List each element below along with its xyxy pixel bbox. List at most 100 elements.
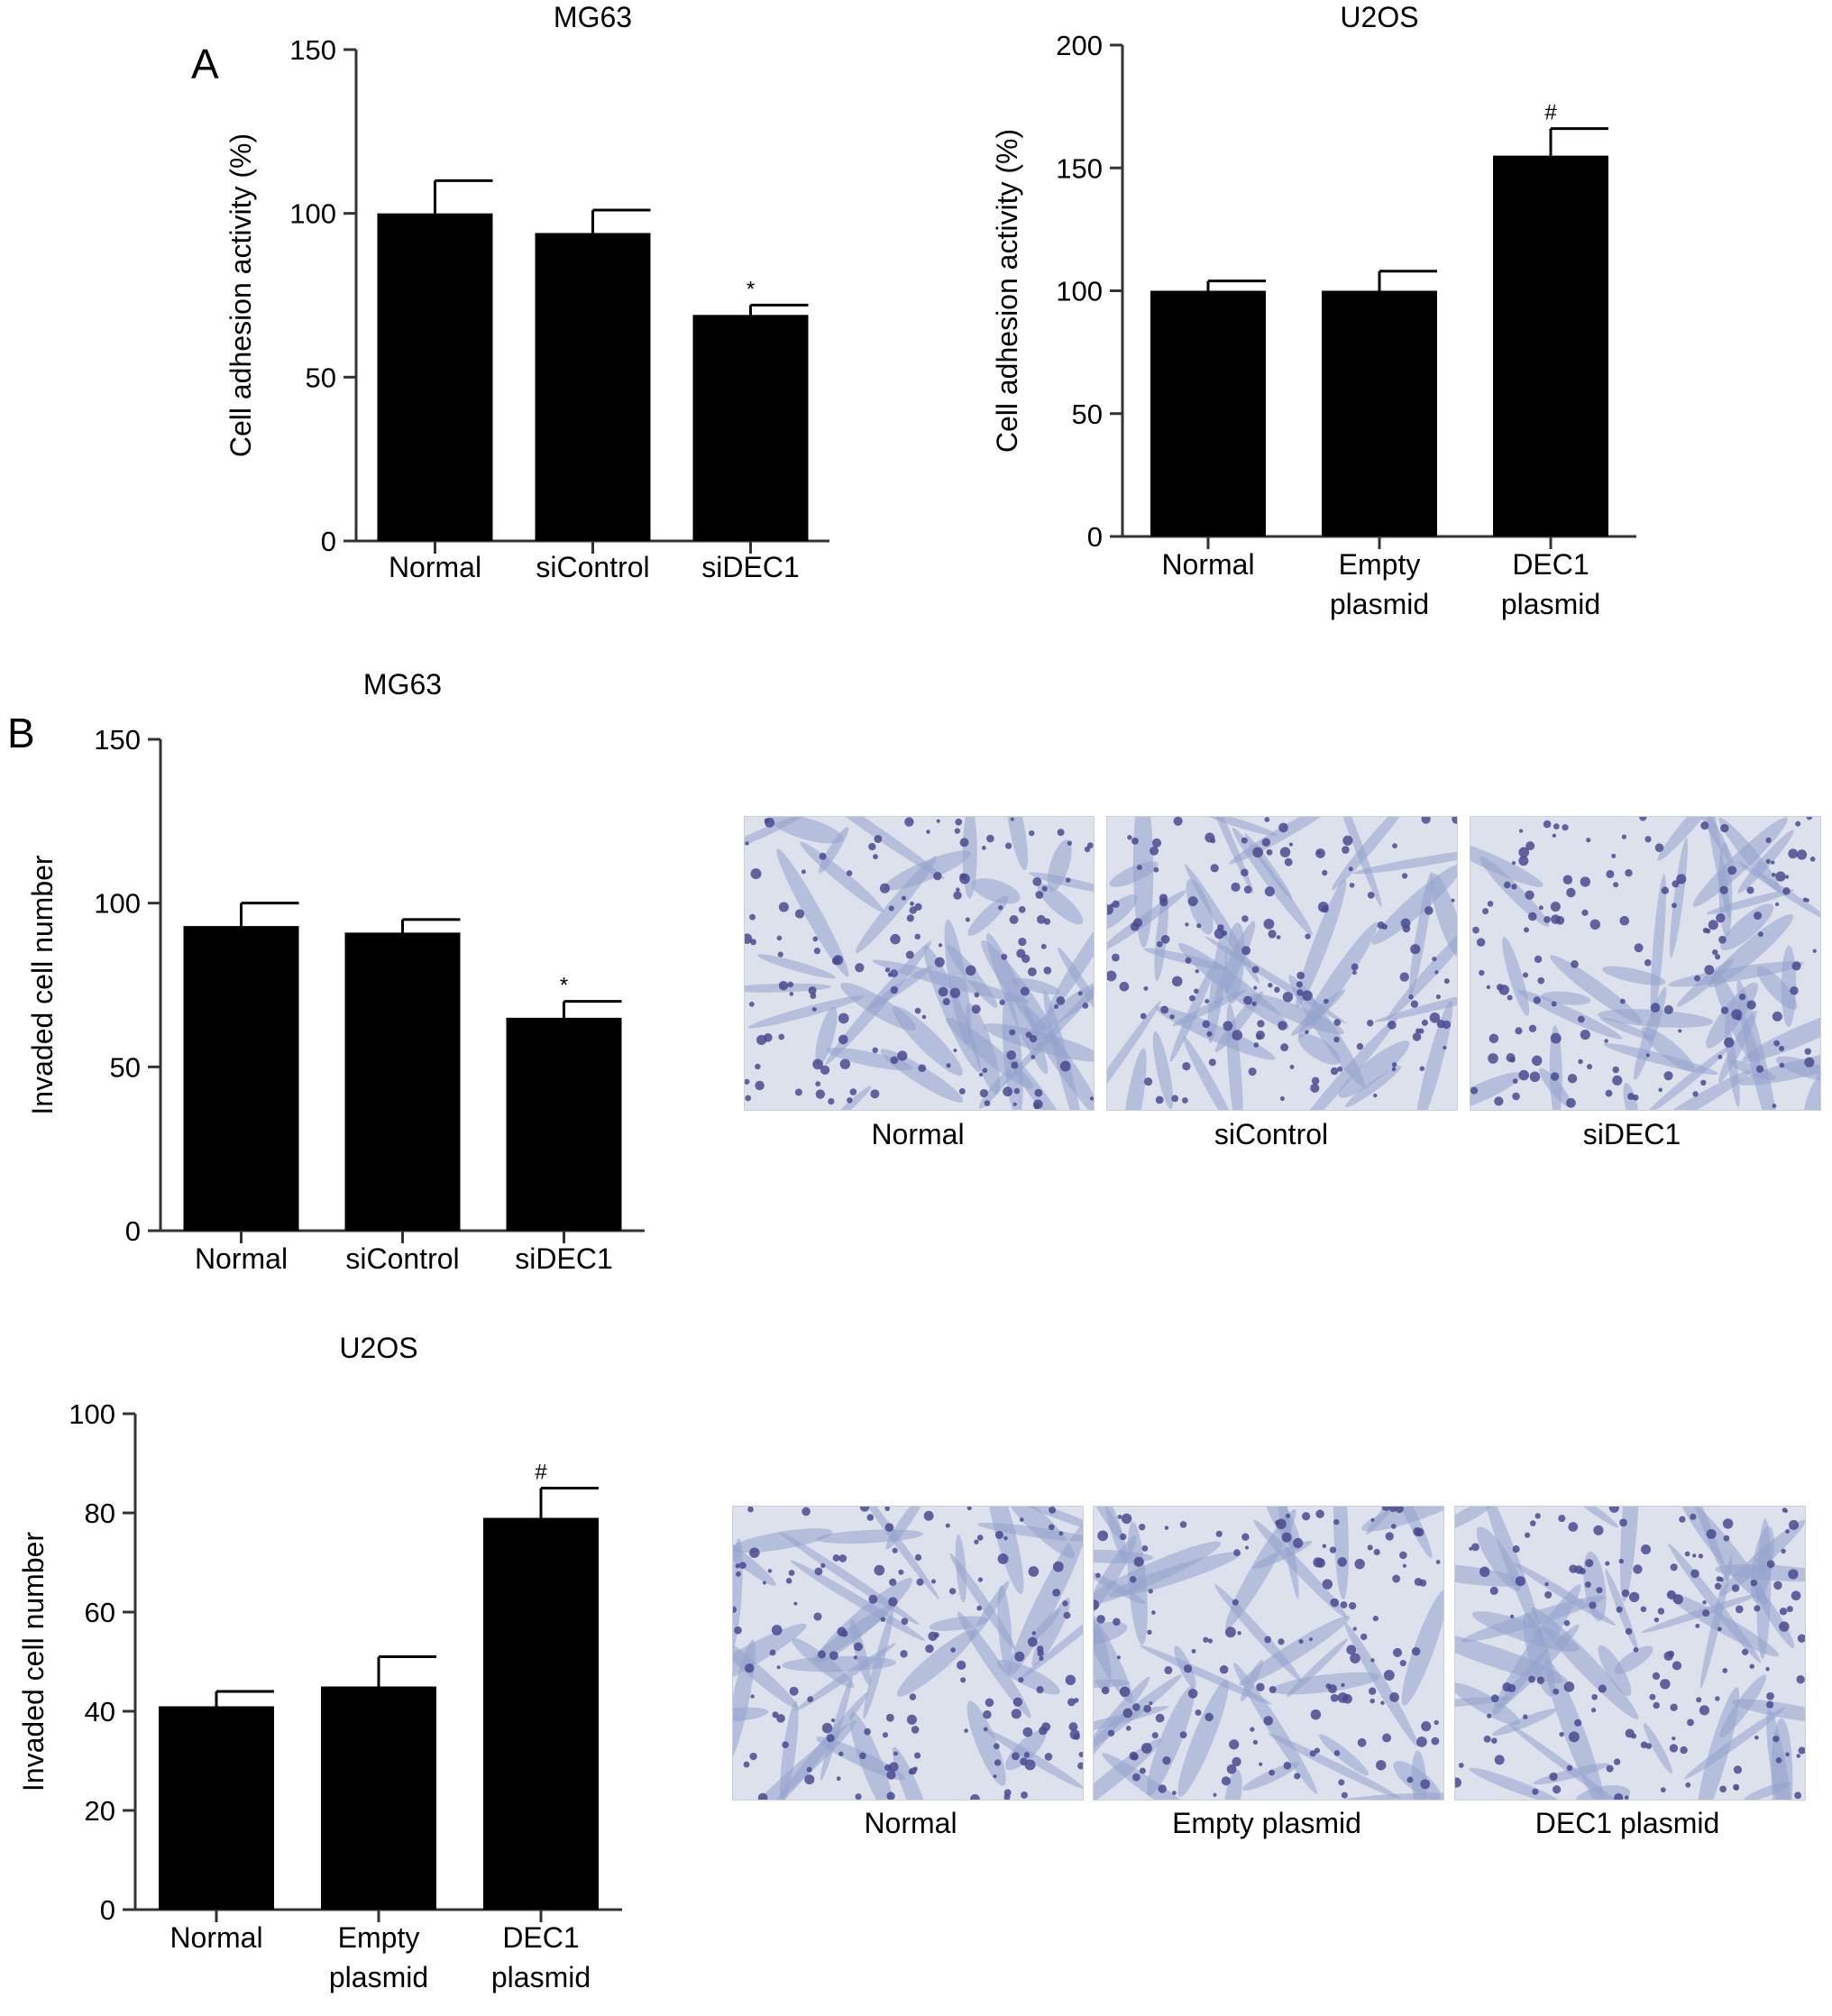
bar xyxy=(692,315,809,541)
stained-nucleus xyxy=(1432,957,1437,962)
cell-body xyxy=(893,1005,963,1077)
stained-nucleus xyxy=(1420,1779,1431,1790)
stained-nucleus xyxy=(1337,1066,1343,1072)
micrograph-u2os-empty-plasmid xyxy=(1093,1506,1444,1801)
significance-marker: * xyxy=(747,277,755,301)
stained-nucleus xyxy=(1395,1507,1404,1514)
stained-nucleus xyxy=(934,957,945,967)
stained-nucleus xyxy=(1004,842,1012,849)
stained-nucleus xyxy=(1275,1519,1280,1526)
stained-nucleus xyxy=(1013,1087,1021,1095)
stained-nucleus xyxy=(1640,1606,1647,1613)
stained-nucleus xyxy=(1226,1764,1237,1774)
stained-nucleus xyxy=(1490,1694,1499,1703)
stained-nucleus xyxy=(1574,1718,1582,1727)
stained-nucleus xyxy=(1219,1665,1229,1674)
stained-nucleus xyxy=(999,999,1005,1005)
stained-nucleus xyxy=(1410,944,1421,955)
cell-body xyxy=(1232,828,1313,936)
stained-nucleus xyxy=(1033,1103,1040,1110)
cell-body xyxy=(1338,1040,1410,1098)
stained-nucleus xyxy=(914,933,921,940)
x-tick-label: siControl xyxy=(536,551,649,583)
stained-nucleus xyxy=(1289,1064,1295,1069)
stained-nucleus xyxy=(1532,1055,1543,1067)
stained-nucleus xyxy=(1214,928,1225,939)
stained-nucleus xyxy=(1678,1029,1682,1033)
stained-nucleus xyxy=(1278,822,1288,833)
stained-nucleus xyxy=(1328,1684,1338,1694)
stained-nucleus xyxy=(1136,865,1142,871)
x-tick-label: Empty xyxy=(1339,548,1421,581)
stained-nucleus xyxy=(1112,953,1120,962)
stained-nucleus xyxy=(1121,1513,1132,1525)
stained-nucleus xyxy=(1804,1048,1811,1055)
stained-nucleus xyxy=(1023,1752,1030,1758)
stained-nucleus xyxy=(1434,970,1439,975)
stained-nucleus xyxy=(1149,1701,1153,1706)
stained-nucleus xyxy=(1056,996,1066,1005)
stained-nucleus xyxy=(1666,1590,1676,1599)
stained-nucleus xyxy=(1141,1545,1149,1552)
stained-nucleus xyxy=(788,1570,795,1576)
stained-nucleus xyxy=(923,1510,934,1521)
stained-nucleus xyxy=(1286,1513,1291,1518)
stained-nucleus xyxy=(807,1696,814,1703)
stained-nucleus xyxy=(778,980,789,991)
micrograph-image xyxy=(1455,1507,1805,1800)
stained-nucleus xyxy=(1296,981,1303,988)
cell-body xyxy=(1614,1645,1653,1674)
stained-nucleus xyxy=(1388,1507,1397,1513)
cell-body xyxy=(849,1711,895,1800)
cell-body xyxy=(1094,1600,1133,1704)
stained-nucleus xyxy=(1314,1747,1321,1754)
stained-nucleus xyxy=(1613,882,1619,888)
stained-nucleus xyxy=(821,1722,833,1734)
stained-nucleus xyxy=(1590,1708,1597,1713)
stained-nucleus xyxy=(1402,924,1411,933)
stained-nucleus xyxy=(1733,1783,1740,1791)
stained-nucleus xyxy=(764,818,770,824)
stained-nucleus xyxy=(745,933,753,944)
stained-nucleus xyxy=(1021,954,1030,964)
stained-nucleus xyxy=(1639,817,1647,821)
stained-nucleus xyxy=(1543,915,1551,923)
stained-nucleus xyxy=(1131,1753,1139,1761)
stained-nucleus xyxy=(1578,1058,1583,1065)
stained-nucleus xyxy=(1278,1638,1285,1645)
stained-nucleus xyxy=(1003,1086,1013,1097)
stained-nucleus xyxy=(1722,1668,1728,1673)
stained-nucleus xyxy=(953,891,962,900)
cell-body xyxy=(880,1049,964,1103)
stained-nucleus xyxy=(1155,1095,1164,1104)
stained-nucleus xyxy=(1700,1079,1707,1086)
stained-nucleus xyxy=(1062,1600,1068,1607)
stained-nucleus xyxy=(1043,918,1051,925)
stained-nucleus xyxy=(1215,1530,1223,1537)
stained-nucleus xyxy=(930,1579,937,1584)
stained-nucleus xyxy=(955,818,963,826)
stained-nucleus xyxy=(739,1562,747,1570)
stained-nucleus xyxy=(1472,926,1479,934)
stained-nucleus xyxy=(887,972,893,977)
stained-nucleus xyxy=(1645,1053,1650,1058)
stained-nucleus xyxy=(1025,1031,1032,1039)
stained-nucleus xyxy=(1232,1756,1241,1767)
stained-nucleus xyxy=(1187,1689,1198,1699)
cell-body xyxy=(1492,1709,1557,1737)
stained-nucleus xyxy=(1150,846,1159,856)
stained-nucleus xyxy=(1619,915,1630,926)
cell-body xyxy=(1094,1507,1124,1541)
stained-nucleus xyxy=(1366,1019,1374,1027)
stained-nucleus xyxy=(811,1007,817,1013)
stained-nucleus xyxy=(813,1612,822,1621)
stained-nucleus xyxy=(1550,902,1561,912)
cell-body xyxy=(1335,1792,1443,1800)
stained-nucleus xyxy=(1624,1795,1629,1800)
stained-nucleus xyxy=(1702,1599,1707,1605)
stained-nucleus xyxy=(957,1660,966,1671)
stained-nucleus xyxy=(1207,1638,1214,1644)
cell-body xyxy=(1374,980,1457,1022)
stained-nucleus xyxy=(1589,919,1600,930)
x-tick-label: DEC1 xyxy=(1512,548,1589,581)
